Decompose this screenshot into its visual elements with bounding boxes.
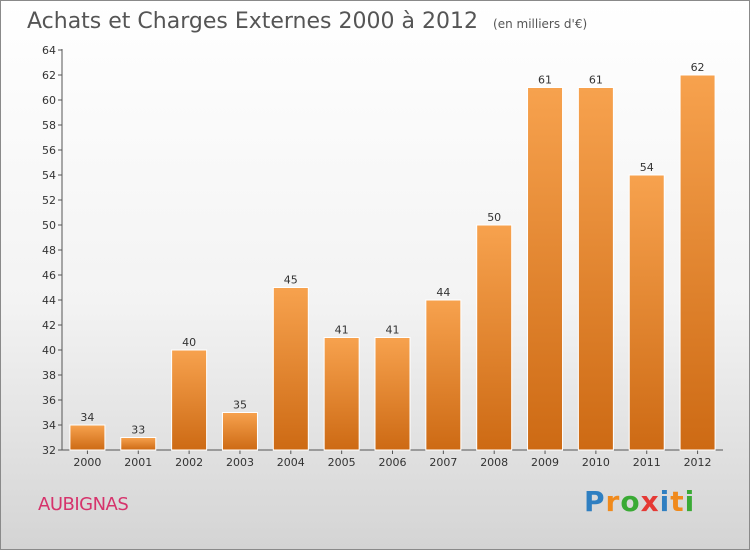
- bar-2000: [69, 424, 106, 451]
- x-tick-label: 2000: [73, 456, 101, 469]
- chart-unit-note: (en milliers d'€): [493, 17, 587, 31]
- y-tick-label: 62: [42, 69, 56, 82]
- y-tick-label: 64: [42, 44, 56, 57]
- x-tick-label: 2012: [684, 456, 712, 469]
- data-label-2001: 33: [131, 424, 145, 437]
- bar-2001: [120, 437, 157, 451]
- y-tick-label: 38: [42, 369, 56, 382]
- y-tick-label: 40: [42, 344, 56, 357]
- bar-2005: [323, 337, 360, 451]
- bar-2012: [679, 74, 716, 451]
- x-tick-label: 2006: [379, 456, 407, 469]
- y-tick-label: 54: [42, 169, 56, 182]
- x-tick-label: 2002: [175, 456, 203, 469]
- x-tick-label: 2001: [124, 456, 152, 469]
- x-tick-label: 2011: [633, 456, 661, 469]
- brand-logo-letter: t: [670, 485, 685, 518]
- x-tick-label: 2003: [226, 456, 254, 469]
- data-label-2000: 34: [80, 411, 94, 424]
- data-label-2010: 61: [589, 74, 603, 87]
- x-tick-label: 2004: [277, 456, 305, 469]
- bar-2006: [374, 337, 411, 451]
- y-tick-label: 44: [42, 294, 56, 307]
- brand-logo-letter: P: [584, 485, 606, 518]
- data-label-2004: 45: [284, 274, 298, 287]
- chart-title-text: Achats et Charges Externes 2000 à 2012: [27, 9, 478, 34]
- data-label-2011: 54: [640, 161, 654, 174]
- bar-2007: [425, 299, 462, 451]
- bar-2010: [577, 87, 614, 451]
- data-labels: 34 33 40 35 45 41 41 44 50 61 61 54 62: [80, 61, 704, 437]
- y-tick-label: 36: [42, 394, 56, 407]
- y-tick-label: 42: [42, 319, 56, 332]
- x-tick-label: 2005: [328, 456, 356, 469]
- brand-logo-letter: x: [640, 485, 660, 518]
- brand-logo-letter: i: [684, 485, 696, 518]
- y-tick-label: 48: [42, 244, 56, 257]
- bar-2009: [527, 87, 564, 451]
- y-tick-label: 50: [42, 219, 56, 232]
- bar-2011: [628, 174, 665, 451]
- brand-logo-letter: r: [605, 485, 621, 518]
- y-tick-label: 46: [42, 269, 56, 282]
- data-label-2007: 44: [436, 286, 450, 299]
- bars: [69, 74, 716, 451]
- x-tick-label: 2010: [582, 456, 610, 469]
- data-label-2008: 50: [487, 211, 501, 224]
- brand-logo-letter: i: [659, 485, 671, 518]
- brand-logo-letter: o: [620, 485, 641, 518]
- data-label-2003: 35: [233, 399, 247, 412]
- data-label-2009: 61: [538, 74, 552, 87]
- y-tick-label: 34: [42, 419, 56, 432]
- y-tick-label: 60: [42, 94, 56, 107]
- data-label-2012: 62: [691, 61, 705, 74]
- y-tick-label: 56: [42, 144, 56, 157]
- y-tick-label: 58: [42, 119, 56, 132]
- bar-2008: [476, 224, 513, 451]
- data-label-2002: 40: [182, 336, 196, 349]
- y-axis: 32 34 36 38 40 42 44 46 48 50 52 54 56 58 60 62 64: [42, 44, 63, 457]
- bar-2002: [171, 349, 208, 451]
- bar-2003: [221, 412, 258, 451]
- x-tick-label: 2009: [531, 456, 559, 469]
- y-tick-label: 32: [42, 444, 56, 457]
- chart-title: Achats et Charges Externes 2000 à 2012 (…: [27, 9, 587, 34]
- place-name: AUBIGNAS: [38, 494, 129, 515]
- data-label-2006: 41: [386, 324, 400, 337]
- brand-logo: Proxiti: [584, 485, 695, 518]
- x-axis: 2000 2001 2002 2003 2004 2005 2006 2007 2008 2009…: [62, 449, 723, 469]
- x-tick-label: 2007: [429, 456, 457, 469]
- bar-2004: [272, 287, 309, 451]
- y-tick-label: 52: [42, 194, 56, 207]
- data-label-2005: 41: [335, 324, 349, 337]
- x-tick-label: 2008: [480, 456, 508, 469]
